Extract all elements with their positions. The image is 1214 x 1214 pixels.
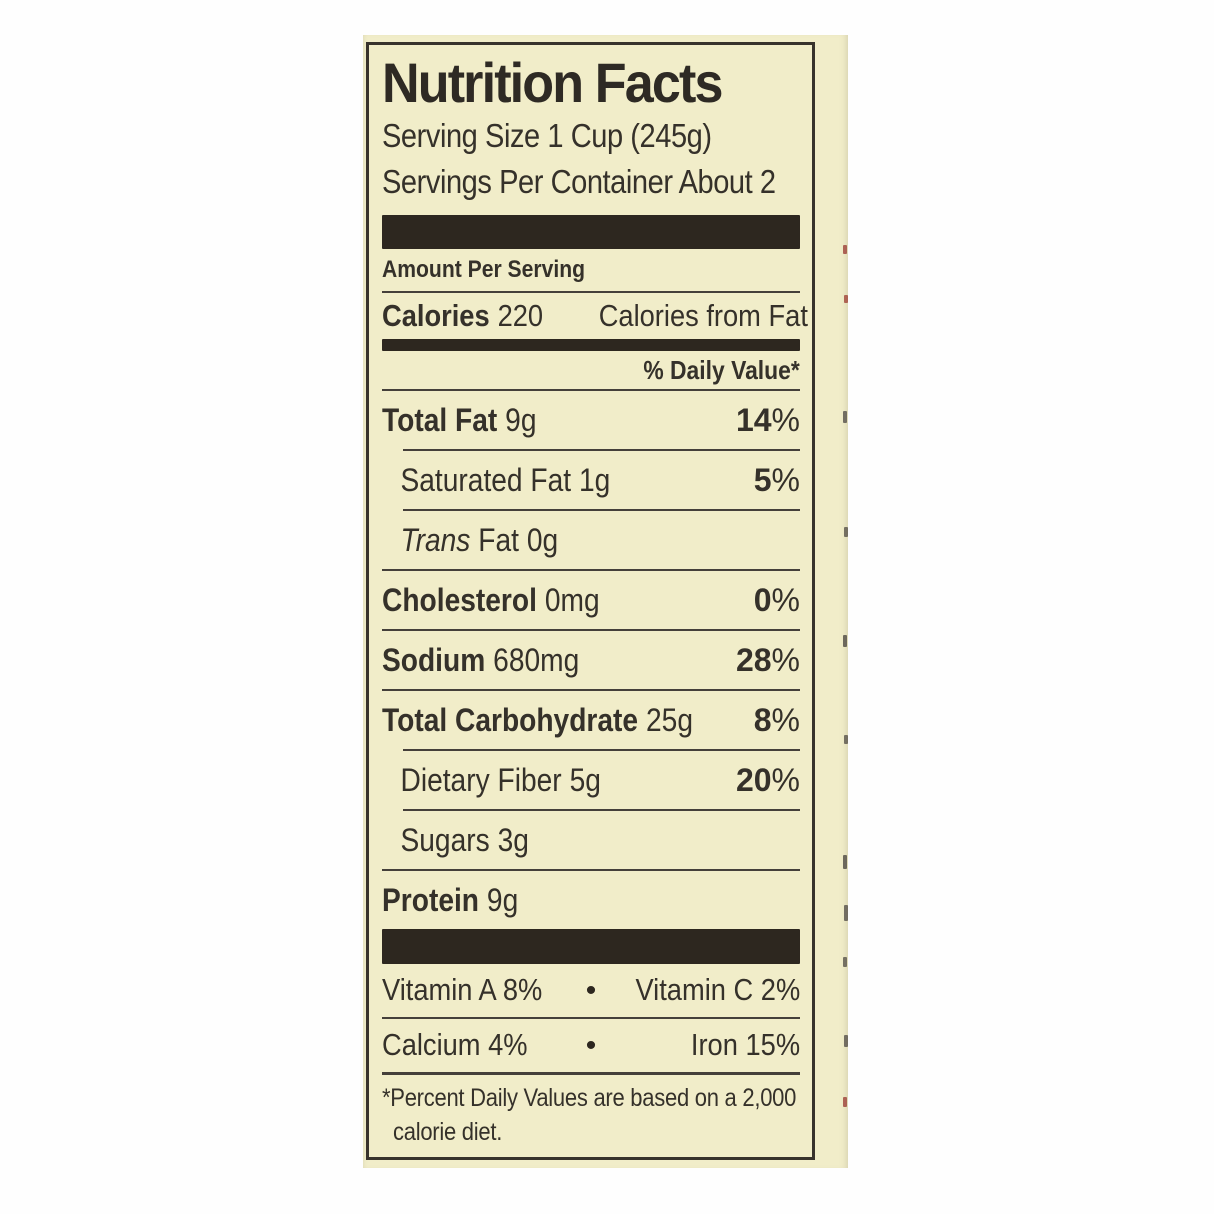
daily-value-percent: 5%: [753, 462, 800, 498]
daily-value-percent: 28%: [735, 642, 800, 678]
daily-values-footnote: *Percent Daily Values are based on a 2,0…: [382, 1081, 800, 1149]
nutrition-facts-box: Nutrition Facts Serving Size 1 Cup (245g…: [366, 42, 815, 1160]
daily-value-percent: 20%: [735, 762, 800, 798]
vitamin-row-2: Calcium 4% • Iron 15%: [382, 1019, 800, 1072]
edge-print-fragment: [843, 1097, 847, 1107]
nutrition-label: Nutrition Facts Serving Size 1 Cup (245g…: [363, 35, 848, 1168]
daily-value-percent: 8%: [753, 702, 800, 738]
nutrient-row-cholesterol: Cholesterol 0mg 0%: [382, 582, 800, 618]
nutrient-row-saturated-fat: Saturated Fat 1g 5%: [400, 462, 800, 498]
nutrient-row-total-carbohydrate: Total Carbohydrate 25g 8%: [382, 702, 800, 738]
row-separator: [382, 569, 800, 571]
iron-value: Iron 15%: [690, 1027, 801, 1062]
edge-print-fragment: [843, 245, 847, 254]
footnote-line-1: *Percent Daily Values are based on a 2,0…: [382, 1084, 797, 1112]
edge-print-fragment: [843, 957, 847, 967]
bullet-separator: •: [585, 974, 597, 1007]
vitamin-a-value: Vitamin A 8%: [382, 972, 543, 1007]
separator-bar-thin: [382, 339, 800, 351]
separator-bar-thick-bottom: [382, 929, 800, 964]
edge-print-fragment: [844, 905, 848, 921]
nutrient-row-trans-fat: Trans Fat 0g: [400, 522, 559, 558]
label-title: Nutrition Facts: [382, 51, 723, 114]
calories-value: Calories 220: [382, 298, 544, 333]
servings-per-container-text: Servings Per Container About 2: [382, 163, 776, 200]
vitamin-c-value: Vitamin C 2%: [635, 972, 801, 1007]
row-separator: [382, 629, 800, 631]
edge-print-fragment: [843, 855, 847, 869]
row-separator: [382, 689, 800, 691]
serving-size-text: Serving Size 1 Cup (245g): [382, 117, 712, 154]
row-separator: [403, 809, 800, 811]
daily-value-header: % Daily Value*: [382, 351, 800, 391]
daily-value-percent: 0%: [753, 582, 800, 618]
edge-print-fragment: [844, 527, 848, 537]
calories-from-fat: Calories from Fat 80: [598, 298, 812, 333]
footnote-line-2: calorie diet.: [393, 1118, 503, 1146]
row-separator: [403, 509, 800, 511]
row-separator: [382, 1072, 800, 1075]
nutrient-row-sodium: Sodium 680mg 28%: [382, 642, 800, 678]
row-separator: [382, 869, 800, 871]
nutrient-row-total-fat: Total Fat 9g 14%: [382, 402, 800, 438]
bullet-separator: •: [585, 1029, 597, 1062]
row-separator: [382, 1017, 800, 1019]
edge-print-fragment: [844, 295, 848, 303]
nutrient-row-sugars: Sugars 3g: [400, 822, 529, 858]
calcium-value: Calcium 4%: [382, 1027, 528, 1062]
edge-print-fragment: [843, 411, 847, 423]
edge-print-fragment: [843, 635, 847, 647]
row-separator: [403, 749, 800, 751]
nutrient-row-dietary-fiber: Dietary Fiber 5g 20%: [400, 762, 800, 798]
separator-bar-thick-top: [382, 215, 800, 249]
row-separator: [403, 449, 800, 451]
edge-print-fragment: [844, 1035, 848, 1047]
edge-print-fragment: [844, 735, 848, 744]
vitamin-row-1: Vitamin A 8% • Vitamin C 2%: [382, 964, 800, 1017]
daily-value-percent: 14%: [735, 402, 800, 438]
nutrient-row-protein: Protein 9g: [382, 882, 519, 918]
amount-per-serving-heading: Amount Per Serving: [382, 255, 800, 293]
